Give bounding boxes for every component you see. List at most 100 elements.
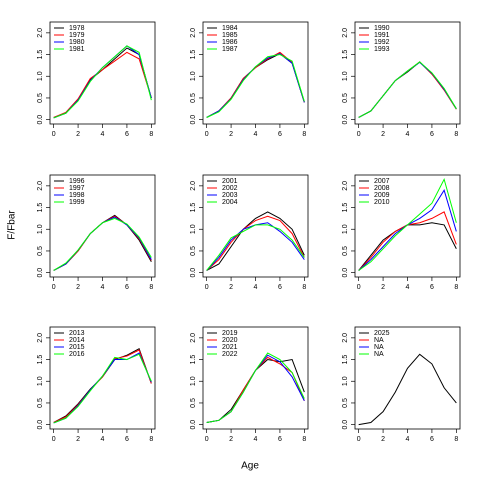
y-tick-label: 0.0: [190, 420, 197, 430]
legend-label: 2004: [222, 199, 238, 206]
series-line: [358, 61, 457, 118]
legend-label: 2016: [69, 351, 85, 358]
series-line: [206, 222, 305, 271]
plot-frame: [49, 174, 156, 278]
y-tick-label: 2.0: [37, 28, 44, 38]
x-tick-label: 4: [101, 436, 105, 443]
series-line: [53, 45, 152, 119]
legend-label: 2014: [69, 337, 85, 344]
y-tick-label: 0.0: [342, 420, 349, 430]
y-tick-label: 0.0: [342, 268, 349, 278]
y-tick-label: 2.0: [37, 333, 44, 343]
legend-label: 2007: [374, 178, 390, 185]
series-line: [53, 214, 152, 271]
x-tick-label: 6: [430, 284, 434, 291]
legend-label: 2009: [374, 192, 390, 199]
x-tick-label: 0: [205, 436, 209, 443]
legend-label: 2008: [374, 185, 390, 192]
x-tick-label: 6: [430, 436, 434, 443]
legend-label: 1996: [69, 178, 85, 185]
legend-label: 2019: [222, 330, 238, 337]
series-line: [358, 177, 457, 271]
x-tick-label: 4: [254, 284, 258, 291]
y-tick-label: 0.0: [190, 268, 197, 278]
plot-frame: [354, 326, 461, 430]
y-tick-label: 0.0: [342, 115, 349, 125]
series-line: [53, 217, 152, 271]
y-tick-label: 2.0: [190, 333, 197, 343]
x-tick-label: 4: [101, 131, 105, 138]
y-tick-label: 2.0: [190, 181, 197, 191]
x-tick-label: 8: [454, 436, 458, 443]
series-line: [53, 352, 152, 424]
y-tick-label: 2.0: [342, 28, 349, 38]
y-tick-label: 1.0: [37, 224, 44, 234]
legend-label: 1980: [69, 39, 85, 46]
plot-frame: [49, 21, 156, 125]
series-line: [53, 349, 152, 423]
series-line: [53, 347, 152, 423]
legend-label: NA: [374, 351, 384, 358]
x-tick-label: 2: [229, 131, 233, 138]
x-tick-label: 2: [76, 284, 80, 291]
y-tick-label: 1.5: [37, 203, 44, 213]
y-tick-label: 1.5: [37, 50, 44, 60]
x-tick-label: 0: [205, 131, 209, 138]
series-line: [358, 61, 457, 118]
legend-label: 1990: [374, 25, 390, 32]
y-tick-label: 1.5: [37, 355, 44, 365]
series-line: [53, 45, 152, 119]
series-line: [358, 222, 457, 271]
y-tick-label: 1.0: [37, 376, 44, 386]
y-tick-label: 0.5: [37, 246, 44, 256]
x-tick-label: 4: [406, 131, 410, 138]
series-line: [206, 211, 305, 271]
x-tick-label: 6: [125, 436, 129, 443]
x-tick-label: 6: [278, 284, 282, 291]
x-tick-label: 8: [149, 436, 153, 443]
x-tick-label: 0: [357, 131, 361, 138]
legend-label: 1984: [222, 25, 238, 32]
x-tick-label: 6: [278, 131, 282, 138]
legend-label: 1993: [374, 46, 390, 53]
x-tick-label: 8: [302, 436, 306, 443]
series-line: [206, 352, 305, 423]
legend-label: 1986: [222, 39, 238, 46]
y-tick-label: 0.5: [190, 398, 197, 408]
y-tick-label: 1.5: [190, 50, 197, 60]
y-tick-label: 1.0: [342, 71, 349, 81]
x-tick-label: 6: [125, 131, 129, 138]
y-tick-label: 2.0: [37, 181, 44, 191]
legend-label: 2010: [374, 199, 390, 206]
plot-frame: [49, 326, 156, 430]
y-tick-label: 0.5: [342, 246, 349, 256]
plot-frame: [354, 21, 461, 125]
x-tick-label: 0: [52, 284, 56, 291]
series-line: [358, 211, 457, 271]
series-line: [206, 54, 305, 118]
legend-label: 2001: [222, 178, 238, 185]
legend-label: 2013: [69, 330, 85, 337]
legend-label: 1997: [69, 185, 85, 192]
y-tick-label: 0.5: [342, 93, 349, 103]
series-line: [53, 353, 152, 424]
legend-label: 2015: [69, 344, 85, 351]
x-tick-label: 8: [302, 284, 306, 291]
x-tick-label: 0: [357, 284, 361, 291]
y-tick-label: 1.0: [342, 376, 349, 386]
series-line: [53, 215, 152, 271]
x-tick-label: 2: [76, 436, 80, 443]
x-tick-label: 8: [149, 131, 153, 138]
x-tick-label: 8: [454, 284, 458, 291]
series-line: [53, 47, 152, 118]
series-line: [358, 61, 457, 118]
x-tick-label: 0: [52, 131, 56, 138]
legend-label: NA: [374, 344, 384, 351]
x-tick-label: 4: [406, 436, 410, 443]
legend-label: 1992: [374, 39, 390, 46]
y-tick-label: 1.0: [190, 71, 197, 81]
legend-label: NA: [374, 337, 384, 344]
x-tick-label: 4: [254, 131, 258, 138]
legend-label: 1978: [69, 25, 85, 32]
legend-label: 1998: [69, 192, 85, 199]
